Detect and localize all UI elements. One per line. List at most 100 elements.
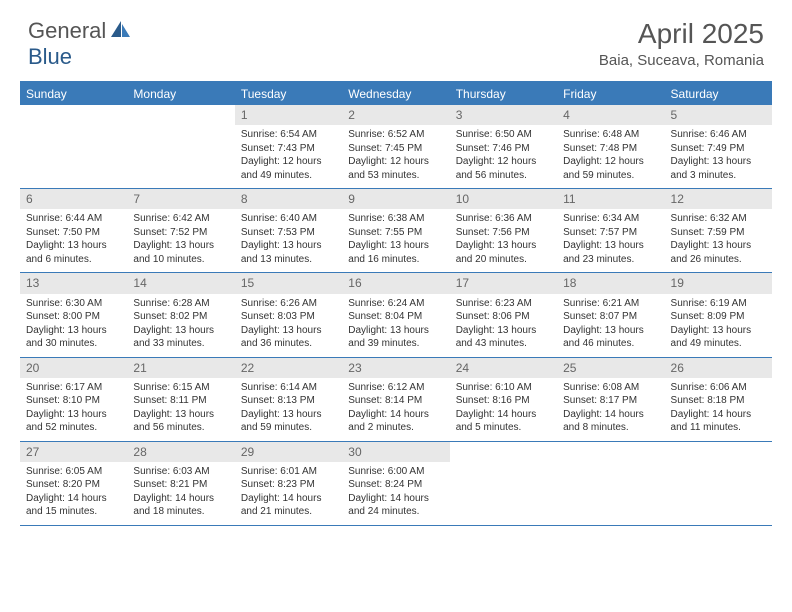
day-cell: 16 Sunrise: 6:24 AMSunset: 8:04 PMDayligh…: [342, 273, 449, 356]
dow-wednesday: Wednesday: [342, 83, 449, 105]
day-body: Sunrise: 6:42 AMSunset: 7:52 PMDaylight:…: [127, 212, 234, 266]
daylight-text: Daylight: 13 hours and 33 minutes.: [133, 324, 228, 351]
day-cell: 24Sunrise: 6:10 AMSunset: 8:16 PMDayligh…: [450, 358, 557, 441]
sunset-text: Sunset: 8:13 PM: [241, 394, 336, 408]
day-cell: 30Sunrise: 6:00 AMSunset: 8:24 PMDayligh…: [342, 442, 449, 525]
day-number: 15: [235, 273, 342, 293]
brand-text-1: General: [28, 18, 106, 44]
daylight-text: Daylight: 13 hours and 49 minutes.: [671, 324, 766, 351]
sunrise-text: Sunrise: 6:01 AM: [241, 465, 336, 479]
day-number: 5: [665, 105, 772, 125]
sunrise-text: Sunrise: 6:52 AM: [348, 128, 443, 142]
sunrise-text: Sunrise: 6:14 AM: [241, 381, 336, 395]
month-title: April 2025: [599, 18, 764, 50]
daylight-text: Daylight: 14 hours and 2 minutes.: [348, 408, 443, 435]
day-cell: 19 Sunrise: 6:19 AMSunset: 8:09 PMDayligh…: [665, 273, 772, 356]
day-body: Sunrise: 6:15 AMSunset: 8:11 PMDaylight:…: [127, 381, 234, 435]
dow-tuesday: Tuesday: [235, 83, 342, 105]
sunset-text: Sunset: 8:18 PM: [671, 394, 766, 408]
day-body: Sunrise: 6:17 AMSunset: 8:10 PMDaylight:…: [20, 381, 127, 435]
sunrise-text: Sunrise: 6:21 AM: [563, 297, 658, 311]
day-cell: 9Sunrise: 6:38 AMSunset: 7:55 PMDaylight…: [342, 189, 449, 272]
sunset-text: Sunset: 8:14 PM: [348, 394, 443, 408]
sunset-text: Sunset: 8:17 PM: [563, 394, 658, 408]
day-number: 16: [342, 273, 449, 293]
day-number: 19: [665, 273, 772, 293]
day-body: Sunrise: 6:48 AMSunset: 7:48 PMDaylight:…: [557, 128, 664, 182]
day-body: Sunrise: 6:44 AMSunset: 7:50 PMDaylight:…: [20, 212, 127, 266]
day-number: 26: [665, 358, 772, 378]
day-cell: 4Sunrise: 6:48 AMSunset: 7:48 PMDaylight…: [557, 105, 664, 188]
sunrise-text: Sunrise: 6:26 AM: [241, 297, 336, 311]
day-number: 17: [450, 273, 557, 293]
day-body: Sunrise: 6:19 AMSunset: 8:09 PMDaylight:…: [665, 297, 772, 351]
daylight-text: Daylight: 13 hours and 59 minutes.: [241, 408, 336, 435]
day-cell: 27Sunrise: 6:05 AMSunset: 8:20 PMDayligh…: [20, 442, 127, 525]
brand-text-2-wrap: Blue: [28, 44, 72, 70]
day-number: 27: [20, 442, 127, 462]
day-cell: 17Sunrise: 6:23 AMSunset: 8:06 PMDayligh…: [450, 273, 557, 356]
day-body: Sunrise: 6:40 AMSunset: 7:53 PMDaylight:…: [235, 212, 342, 266]
day-cell: 10Sunrise: 6:36 AMSunset: 7:56 PMDayligh…: [450, 189, 557, 272]
sunrise-text: Sunrise: 6:19 AM: [671, 297, 766, 311]
day-number: 11: [557, 189, 664, 209]
day-body: Sunrise: 6:24 AMSunset: 8:04 PMDaylight:…: [342, 297, 449, 351]
sunrise-text: Sunrise: 6:24 AM: [348, 297, 443, 311]
sunrise-text: Sunrise: 6:08 AM: [563, 381, 658, 395]
page-header: General April 2025 Baia, Suceava, Romani…: [0, 0, 792, 77]
sunrise-text: Sunrise: 6:17 AM: [26, 381, 121, 395]
day-cell: 29Sunrise: 6:01 AMSunset: 8:23 PMDayligh…: [235, 442, 342, 525]
sunrise-text: Sunrise: 6:00 AM: [348, 465, 443, 479]
day-body: Sunrise: 6:30 AMSunset: 8:00 PMDaylight:…: [20, 297, 127, 351]
daylight-text: Daylight: 13 hours and 43 minutes.: [456, 324, 551, 351]
sunset-text: Sunset: 7:55 PM: [348, 226, 443, 240]
day-number: 6: [20, 189, 127, 209]
day-body: Sunrise: 6:00 AMSunset: 8:24 PMDaylight:…: [342, 465, 449, 519]
day-body: Sunrise: 6:12 AMSunset: 8:14 PMDaylight:…: [342, 381, 449, 435]
day-cell: 6 Sunrise: 6:44 AMSunset: 7:50 PMDaylight…: [20, 189, 127, 272]
day-body: Sunrise: 6:06 AMSunset: 8:18 PMDaylight:…: [665, 381, 772, 435]
daylight-text: Daylight: 13 hours and 46 minutes.: [563, 324, 658, 351]
sunrise-text: Sunrise: 6:50 AM: [456, 128, 551, 142]
day-number: 18: [557, 273, 664, 293]
day-number: 23: [342, 358, 449, 378]
day-body: Sunrise: 6:36 AMSunset: 7:56 PMDaylight:…: [450, 212, 557, 266]
day-cell: 15Sunrise: 6:26 AMSunset: 8:03 PMDayligh…: [235, 273, 342, 356]
daylight-text: Daylight: 13 hours and 52 minutes.: [26, 408, 121, 435]
daylight-text: Daylight: 14 hours and 11 minutes.: [671, 408, 766, 435]
sunset-text: Sunset: 7:52 PM: [133, 226, 228, 240]
daylight-text: Daylight: 13 hours and 26 minutes.: [671, 239, 766, 266]
day-cell: .: [127, 105, 234, 188]
sunrise-text: Sunrise: 6:42 AM: [133, 212, 228, 226]
sunrise-text: Sunrise: 6:32 AM: [671, 212, 766, 226]
day-body: Sunrise: 6:46 AMSunset: 7:49 PMDaylight:…: [665, 128, 772, 182]
daylight-text: Daylight: 13 hours and 23 minutes.: [563, 239, 658, 266]
daylight-text: Daylight: 13 hours and 16 minutes.: [348, 239, 443, 266]
sunrise-text: Sunrise: 6:30 AM: [26, 297, 121, 311]
sunset-text: Sunset: 8:21 PM: [133, 478, 228, 492]
daylight-text: Daylight: 13 hours and 30 minutes.: [26, 324, 121, 351]
day-body: Sunrise: 6:32 AMSunset: 7:59 PMDaylight:…: [665, 212, 772, 266]
sunset-text: Sunset: 7:46 PM: [456, 142, 551, 156]
day-number: 24: [450, 358, 557, 378]
day-number: 13: [20, 273, 127, 293]
day-number: 22: [235, 358, 342, 378]
sail-icon: [110, 19, 132, 44]
day-cell: .: [450, 442, 557, 525]
day-number: 25: [557, 358, 664, 378]
day-cell: 7Sunrise: 6:42 AMSunset: 7:52 PMDaylight…: [127, 189, 234, 272]
day-number: 3: [450, 105, 557, 125]
sunset-text: Sunset: 8:04 PM: [348, 310, 443, 324]
daylight-text: Daylight: 13 hours and 13 minutes.: [241, 239, 336, 266]
day-number: 1: [235, 105, 342, 125]
day-body: Sunrise: 6:38 AMSunset: 7:55 PMDaylight:…: [342, 212, 449, 266]
dow-friday: Friday: [557, 83, 664, 105]
day-cell: .: [665, 442, 772, 525]
sunrise-text: Sunrise: 6:10 AM: [456, 381, 551, 395]
day-number: 20: [20, 358, 127, 378]
daylight-text: Daylight: 13 hours and 36 minutes.: [241, 324, 336, 351]
sunset-text: Sunset: 7:57 PM: [563, 226, 658, 240]
sunrise-text: Sunrise: 6:46 AM: [671, 128, 766, 142]
day-body: Sunrise: 6:28 AMSunset: 8:02 PMDaylight:…: [127, 297, 234, 351]
day-number: 12: [665, 189, 772, 209]
